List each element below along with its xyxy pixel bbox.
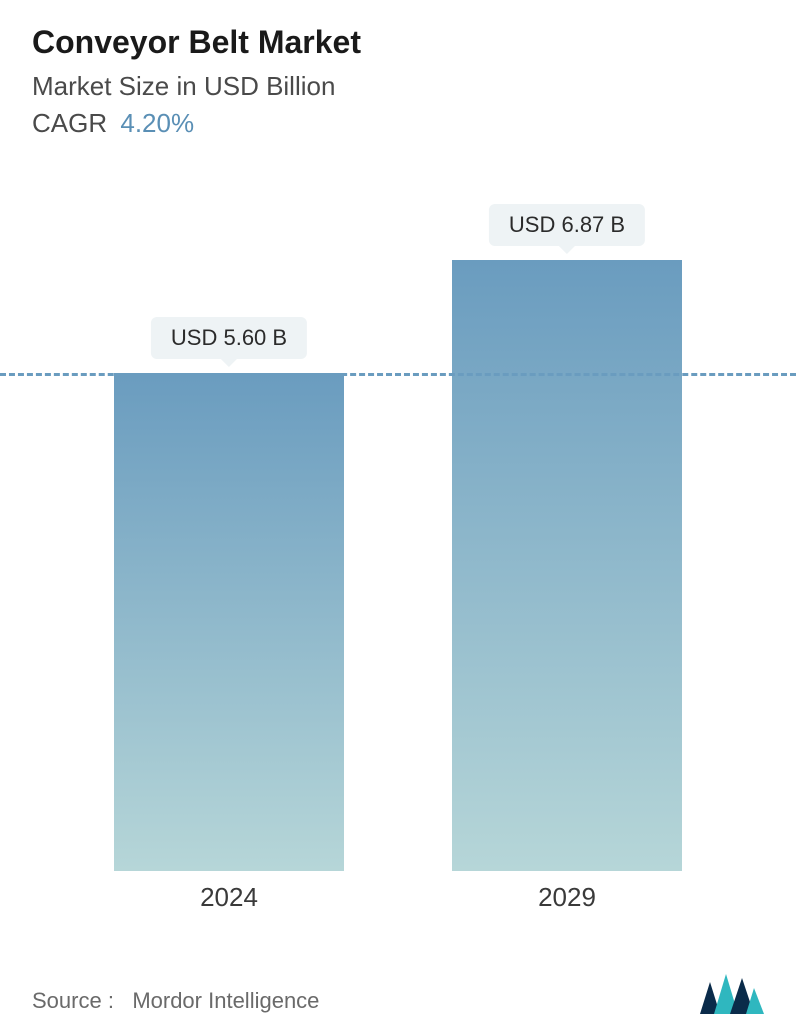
bar-slot: USD 5.60 B: [99, 373, 359, 871]
x-axis-categories: 2024 2029: [0, 882, 796, 913]
chart-footer: Source : Mordor Intelligence: [32, 972, 764, 1014]
mordor-logo-icon: [700, 972, 764, 1014]
source-name: Mordor Intelligence: [132, 988, 319, 1013]
x-category-label: 2029: [437, 882, 697, 913]
cagr-value: 4.20%: [120, 108, 194, 138]
bar-slot: USD 6.87 B: [437, 260, 697, 871]
cagr-label: CAGR: [32, 108, 107, 138]
bar: USD 6.87 B: [452, 260, 682, 871]
bar-value-label: USD 5.60 B: [151, 317, 307, 359]
chart-header: Conveyor Belt Market Market Size in USD …: [0, 0, 796, 139]
bar-value-label: USD 6.87 B: [489, 204, 645, 246]
reference-dashed-line: [0, 373, 796, 376]
source-label: Source :: [32, 988, 114, 1013]
chart-title: Conveyor Belt Market: [32, 24, 764, 61]
bars-container: USD 5.60 B USD 6.87 B: [0, 231, 796, 871]
bar-chart: USD 5.60 B USD 6.87 B 2024 2029: [0, 199, 796, 919]
bar: USD 5.60 B: [114, 373, 344, 871]
chart-subtitle: Market Size in USD Billion: [32, 71, 764, 102]
source-text: Source : Mordor Intelligence: [32, 988, 319, 1014]
cagr-row: CAGR 4.20%: [32, 108, 764, 139]
x-category-label: 2024: [99, 882, 359, 913]
